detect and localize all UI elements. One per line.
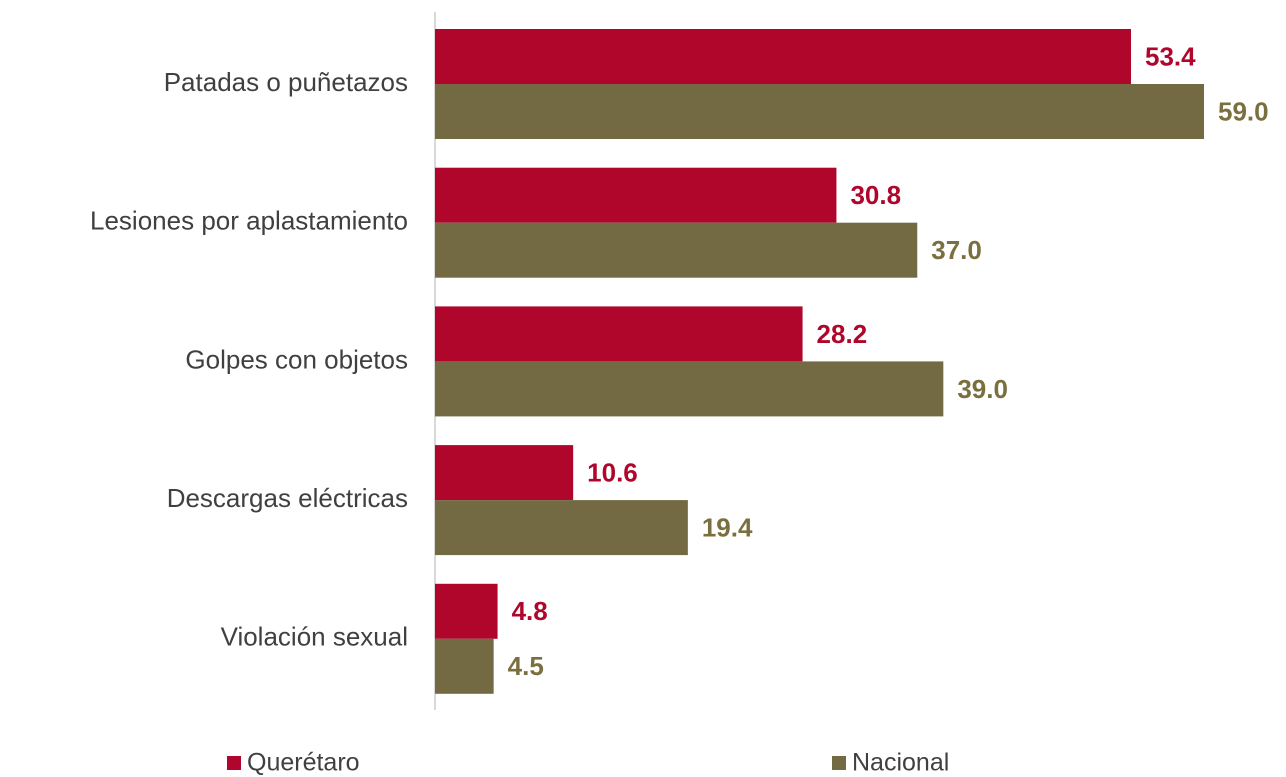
legend-swatch (832, 756, 846, 770)
value-label: 37.0 (931, 235, 982, 265)
value-label: 53.4 (1145, 41, 1196, 71)
legend-swatch (227, 756, 241, 770)
bar (435, 638, 494, 694)
bar (435, 222, 918, 278)
bar (435, 84, 1204, 139)
category-label: Descargas eléctricas (167, 483, 408, 513)
legend-label: Nacional (852, 749, 949, 777)
value-label: 19.4 (702, 512, 753, 542)
value-label: 39.0 (957, 374, 1008, 404)
bar (435, 306, 803, 362)
category-label: Violación sexual (221, 622, 408, 652)
value-label: 4.5 (508, 651, 544, 681)
bar (435, 167, 837, 223)
category-label: Golpes con objetos (185, 344, 408, 374)
category-label: Patadas o puñetazos (164, 67, 408, 97)
value-label: 4.8 (512, 596, 548, 626)
value-label: 10.6 (587, 457, 638, 487)
category-label: Lesiones por aplastamiento (90, 206, 408, 236)
bar (435, 29, 1132, 84)
value-label: 30.8 (850, 180, 901, 210)
bar (435, 500, 688, 556)
bar (435, 445, 574, 501)
legend-label: Querétaro (247, 749, 360, 777)
bar (435, 583, 498, 639)
value-label: 28.2 (817, 319, 868, 349)
bar (435, 361, 944, 417)
value-label: 59.0 (1218, 96, 1269, 126)
